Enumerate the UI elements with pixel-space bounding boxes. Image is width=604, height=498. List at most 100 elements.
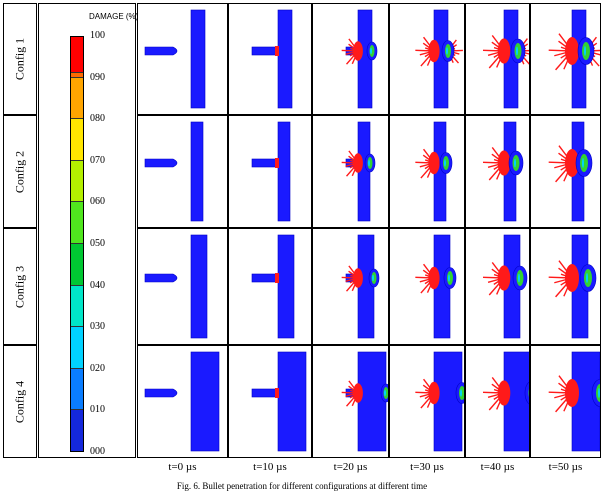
snapshot-cell: [228, 228, 312, 345]
snapshot-render: [341, 351, 388, 452]
target-plate: [277, 234, 295, 339]
damage-zone: [565, 264, 579, 292]
legend-band: [70, 202, 84, 244]
damage-edge: [444, 159, 446, 167]
damage-zone: [353, 41, 363, 61]
time-label: t=30 µs: [410, 461, 444, 473]
target-plate: [277, 121, 291, 222]
snapshot-cell: [530, 345, 601, 458]
damage-zone: [497, 150, 511, 176]
target-plate: [277, 9, 293, 109]
target-plate: [277, 351, 307, 452]
snapshot-render: [144, 121, 204, 222]
snapshot-render: [251, 351, 307, 452]
snapshot-render: [341, 9, 378, 109]
bullet: [251, 388, 277, 398]
legend-band: [70, 368, 84, 411]
config-label-text: Config 4: [12, 380, 27, 423]
snapshot-cell: [465, 228, 530, 345]
damage-zone: [353, 153, 363, 173]
bullet: [144, 273, 178, 283]
legend-tick-label: 030: [90, 321, 105, 333]
legend-tick-label: 050: [90, 238, 105, 249]
snapshot-render: [341, 234, 380, 339]
config-row-label: Config 3: [3, 228, 37, 345]
snapshot-render: [548, 234, 597, 339]
damage-edge: [370, 47, 372, 55]
snapshot-cell: [465, 3, 530, 115]
damage-edge: [514, 158, 516, 168]
config-row-label: Config 1: [3, 3, 37, 115]
snapshot-cell: [465, 115, 530, 228]
legend-band-top: [70, 36, 84, 74]
snapshot-render: [251, 9, 293, 109]
snapshot-render: [482, 234, 528, 339]
legend-tick-label: 020: [90, 362, 105, 374]
damage-zone: [497, 380, 511, 406]
snapshot-cell: [530, 3, 601, 115]
damage-zone: [275, 158, 279, 168]
time-label: t=50 µs: [548, 461, 583, 473]
snapshot-cell: [312, 228, 389, 345]
legend-frame: [70, 36, 84, 452]
config-label-text: Config 1: [12, 37, 27, 81]
snapshot-render: [415, 234, 457, 339]
snapshot-render: [482, 351, 529, 452]
damage-zone: [275, 46, 279, 56]
legend-band: [70, 119, 84, 161]
damage-zone: [353, 383, 363, 403]
damage-edge: [368, 159, 370, 167]
time-label: t=10 µs: [253, 461, 287, 473]
config-label-text: Config 3: [12, 265, 27, 308]
snapshot-cell: [465, 345, 530, 458]
snapshot-render: [144, 351, 220, 452]
bullet: [144, 388, 178, 398]
legend-band: [70, 244, 84, 286]
damage-zone: [497, 38, 511, 64]
damage-zone: [428, 39, 440, 63]
damage-zone: [565, 379, 579, 407]
damage-zone: [428, 266, 440, 290]
legend-tick-label: 000: [90, 446, 105, 457]
snapshot-cell: [312, 3, 389, 115]
snapshot-render: [482, 9, 529, 109]
legend-tick-label: 060: [90, 196, 105, 208]
snapshot-render: [144, 9, 206, 109]
snapshot-cell: [389, 345, 465, 458]
legend-band: [70, 77, 84, 120]
snapshot-render: [415, 121, 453, 222]
snapshot-cell: [530, 115, 601, 228]
bullet: [251, 46, 277, 56]
config-row-label: Config 4: [3, 345, 37, 458]
snapshot-cell: [228, 3, 312, 115]
damage-edge: [584, 46, 586, 56]
snapshot-cell: [228, 115, 312, 228]
snapshot-cell: [389, 3, 465, 115]
damage-edge: [448, 274, 450, 282]
target-plate: [190, 351, 220, 452]
snapshot-render: [482, 121, 524, 222]
time-label: t=40 µs: [480, 461, 515, 473]
legend-band: [70, 160, 84, 203]
damage-zone: [353, 268, 363, 288]
damage-zone: [565, 37, 579, 65]
damage-core: [528, 388, 529, 398]
snapshot-render: [548, 121, 593, 222]
snapshot-render: [415, 9, 463, 109]
damage-edge: [384, 389, 386, 397]
legend-tick-label: 080: [90, 113, 105, 125]
damage-zone: [275, 388, 279, 398]
snapshot-render: [415, 351, 464, 452]
snapshot-cell: [530, 228, 601, 345]
snapshot-cell: [312, 345, 389, 458]
legend-title: DAMAGE (%): [89, 12, 139, 21]
target-plate: [190, 9, 206, 109]
bullet: [144, 46, 178, 56]
damage-zone: [428, 381, 440, 405]
damage-zone: [565, 149, 579, 177]
damage-edge: [446, 47, 448, 55]
damage-edge: [586, 273, 588, 283]
legend-tick-label: 100: [90, 30, 105, 41]
snapshot-cell: [312, 115, 389, 228]
